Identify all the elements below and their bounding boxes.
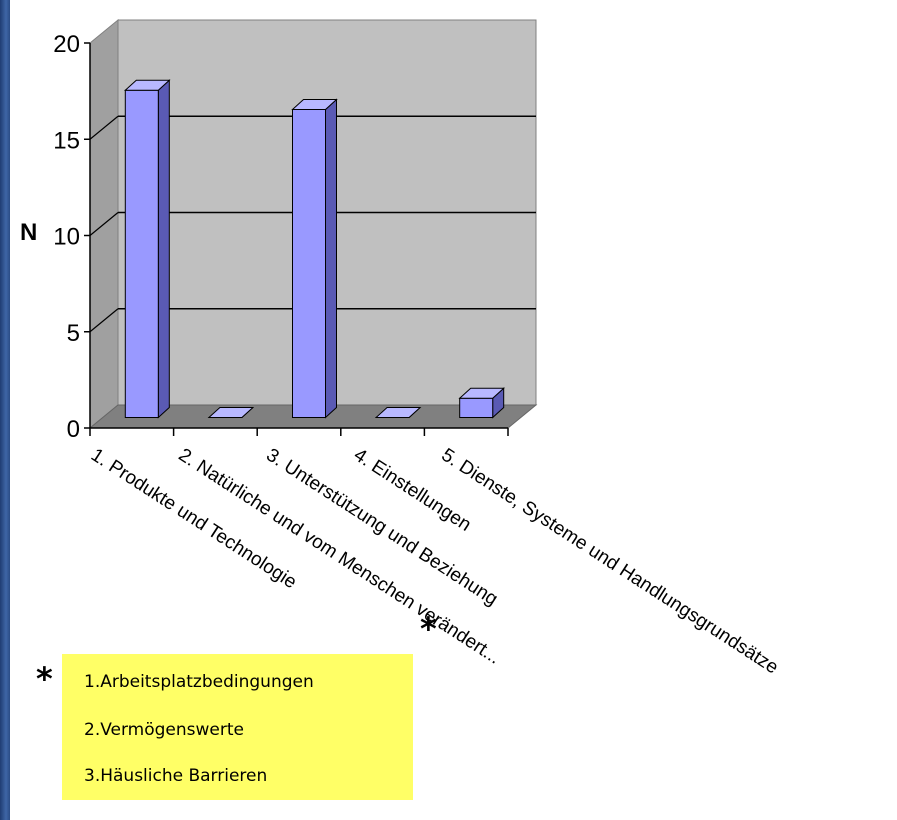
bar-top bbox=[207, 407, 255, 418]
x-category-label: 2. Natürliche und vom Menschen verändert… bbox=[175, 445, 504, 669]
bar-top bbox=[124, 79, 171, 91]
gridline-side bbox=[89, 308, 119, 333]
y-tick-label: 0 bbox=[67, 416, 80, 443]
bar-top bbox=[374, 407, 422, 418]
legend-item: 2.Vermögenswerte bbox=[84, 720, 244, 740]
gridline-side bbox=[89, 115, 119, 140]
y-tick-label: 20 bbox=[53, 31, 80, 58]
bar-front bbox=[124, 89, 159, 418]
legend-note-box: 1.Arbeitsplatzbedingungen 2.Vermögenswer… bbox=[62, 654, 413, 800]
legend-item: 1.Arbeitsplatzbedingungen bbox=[84, 672, 314, 692]
asterisk-marker-legend: * bbox=[36, 660, 53, 698]
bar bbox=[207, 407, 255, 419]
bar-side bbox=[325, 98, 337, 419]
asterisk-marker-chart: * bbox=[420, 610, 437, 648]
bar-front bbox=[459, 397, 494, 418]
bar-top bbox=[458, 387, 505, 399]
bar-front bbox=[292, 109, 326, 418]
legend-item: 3.Häusliche Barrieren bbox=[84, 766, 268, 786]
bar bbox=[374, 407, 422, 419]
bar bbox=[291, 98, 338, 419]
slide-left-bar bbox=[0, 0, 10, 820]
y-tick-label: 5 bbox=[67, 320, 80, 347]
y-axis-label: N bbox=[20, 219, 37, 246]
y-tick-label: 15 bbox=[53, 127, 80, 154]
gridline-side bbox=[89, 212, 119, 236]
bars bbox=[124, 79, 505, 419]
y-tick-labels: 0 5 10 15 20 bbox=[53, 31, 80, 443]
y-tick-label: 10 bbox=[53, 224, 80, 251]
axes bbox=[84, 42, 509, 436]
bar bbox=[124, 79, 171, 419]
bar-top bbox=[291, 99, 338, 110]
bar-side bbox=[157, 79, 170, 419]
bar bbox=[458, 387, 505, 419]
